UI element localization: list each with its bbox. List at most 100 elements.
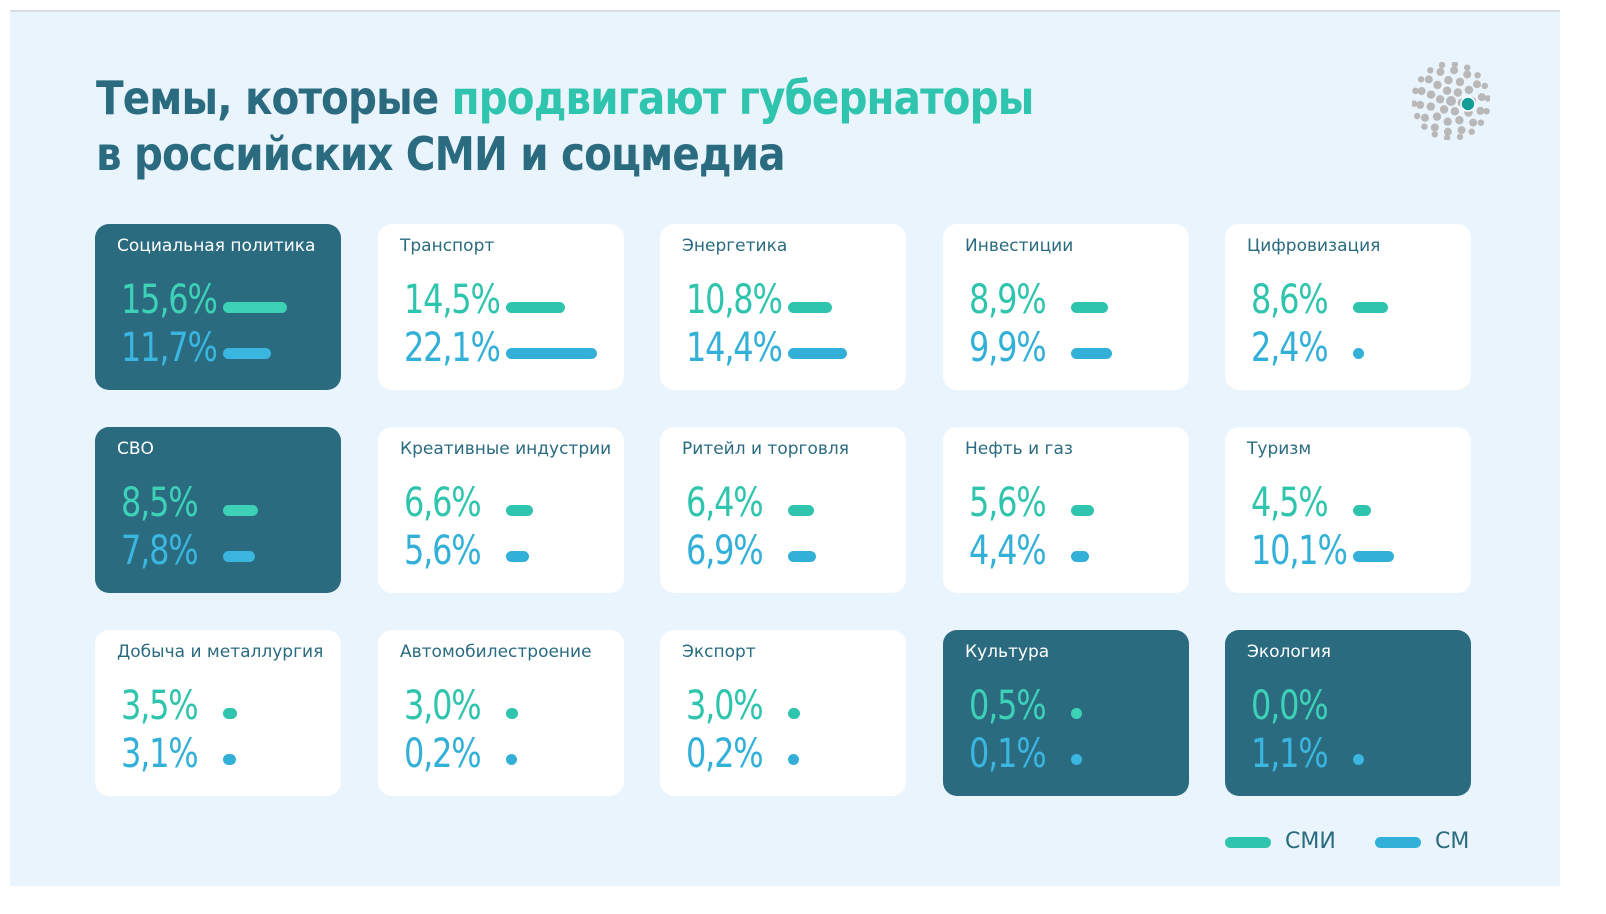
- smi-bar: [788, 302, 833, 313]
- smi-bar: [506, 505, 534, 516]
- slide: Темы, которые продвигают губернаторы в р…: [10, 10, 1560, 886]
- sm-bar: [1071, 551, 1089, 562]
- smi-value-label: 14,5%: [404, 277, 501, 323]
- smi-bar: [223, 505, 258, 516]
- smi-bar: [788, 708, 801, 719]
- smi-value-label: 5,6%: [969, 480, 1047, 526]
- topic-name: Ритейл и торговля: [682, 439, 849, 459]
- sm-bar: [1353, 551, 1395, 562]
- smi-value-label: 4,5%: [1251, 480, 1329, 526]
- smi-bar: [1353, 505, 1372, 516]
- sm-bar: [223, 551, 255, 562]
- topic-name: Нефть и газ: [965, 439, 1073, 459]
- legend-label: СМ: [1435, 829, 1470, 854]
- topic-card: Нефть и газ 5,6% 4,4%: [943, 427, 1189, 593]
- smi-bar: [1071, 708, 1082, 719]
- topic-card: Креативные индустрии 6,6% 5,6%: [378, 427, 624, 593]
- sm-value-label: 2,4%: [1251, 325, 1329, 371]
- smi-bar: [1353, 302, 1389, 313]
- smi-bar: [506, 708, 519, 719]
- legend-label: СМИ: [1285, 829, 1336, 854]
- topic-name: Транспорт: [400, 236, 495, 256]
- legend-swatch: [1375, 837, 1421, 848]
- topic-name: Экспорт: [682, 642, 756, 662]
- topic-card: Инвестиции 8,9% 9,9%: [943, 224, 1189, 390]
- topic-name: Энергетика: [682, 236, 788, 256]
- topic-name: Цифровизация: [1247, 236, 1381, 256]
- topic-name: Культура: [965, 642, 1050, 662]
- smi-bar: [1071, 505, 1094, 516]
- topic-name: Инвестиции: [965, 236, 1074, 256]
- topic-card: СВО 8,5% 7,8%: [95, 427, 341, 593]
- sm-value-label: 14,4%: [686, 325, 783, 371]
- sm-bar: [1071, 754, 1082, 765]
- sm-value-label: 4,4%: [969, 528, 1047, 574]
- topic-card: Ритейл и торговля 6,4% 6,9%: [660, 427, 906, 593]
- smi-value-label: 3,5%: [121, 683, 199, 729]
- title-part1: Темы, которые: [96, 71, 452, 125]
- smi-value-label: 0,5%: [969, 683, 1047, 729]
- topic-card: Туризм 4,5% 10,1%: [1225, 427, 1471, 593]
- smi-bar: [223, 302, 287, 313]
- sm-bar: [506, 551, 529, 562]
- topic-card: Энергетика 10,8% 14,4%: [660, 224, 906, 390]
- sm-bar: [1071, 348, 1112, 359]
- topic-name: Туризм: [1247, 439, 1312, 459]
- topic-name: Добыча и металлургия: [117, 642, 324, 662]
- topics-grid: Социальная политика 15,6% 11,7% Транспорт 14…: [95, 224, 1473, 796]
- smi-value-label: 6,4%: [686, 480, 764, 526]
- topic-name: СВО: [117, 439, 154, 459]
- sm-bar: [223, 348, 271, 359]
- smi-value-label: 10,8%: [686, 277, 783, 323]
- topic-card: Транспорт 14,5% 22,1%: [378, 224, 624, 390]
- smi-bar: [506, 302, 566, 313]
- smi-value-label: 8,9%: [969, 277, 1047, 323]
- sm-bar: [1353, 754, 1364, 765]
- smi-bar: [788, 505, 815, 516]
- topic-name: Социальная политика: [117, 236, 316, 256]
- sm-value-label: 0,2%: [404, 731, 482, 777]
- sm-bar: [506, 348, 597, 359]
- sm-bar: [788, 754, 799, 765]
- smi-value-label: 8,5%: [121, 480, 199, 526]
- legend-swatch: [1225, 837, 1271, 848]
- topic-card: Добыча и металлургия 3,5% 3,1%: [95, 630, 341, 796]
- title-line2: в российских СМИ и соцмедиа: [96, 127, 786, 181]
- sm-value-label: 10,1%: [1251, 528, 1348, 574]
- sm-bar: [788, 551, 817, 562]
- topic-card: Экспорт 3,0% 0,2%: [660, 630, 906, 796]
- smi-value-label: 0,0%: [1251, 683, 1329, 729]
- topic-name: Креативные индустрии: [400, 439, 612, 459]
- smi-bar: [223, 708, 238, 719]
- sm-bar: [223, 754, 236, 765]
- smi-value-label: 3,0%: [686, 683, 764, 729]
- topic-card: Цифровизация 8,6% 2,4%: [1225, 224, 1471, 390]
- sm-bar: [788, 348, 847, 359]
- sm-value-label: 0,2%: [686, 731, 764, 777]
- topic-name: Автомобилестроение: [400, 642, 592, 662]
- smi-bar: [1071, 302, 1108, 313]
- bubble-logo-icon: [1412, 62, 1490, 140]
- sm-value-label: 9,9%: [969, 325, 1047, 371]
- sm-bar: [1353, 348, 1364, 359]
- smi-value-label: 8,6%: [1251, 277, 1329, 323]
- sm-value-label: 5,6%: [404, 528, 482, 574]
- sm-value-label: 0,1%: [969, 731, 1047, 777]
- smi-value-label: 6,6%: [404, 480, 482, 526]
- topic-card: Социальная политика 15,6% 11,7%: [95, 224, 341, 390]
- smi-value-label: 15,6%: [121, 277, 218, 323]
- sm-value-label: 3,1%: [121, 731, 199, 777]
- sm-bar: [506, 754, 517, 765]
- sm-value-label: 6,9%: [686, 528, 764, 574]
- sm-value-label: 1,1%: [1251, 731, 1329, 777]
- smi-value-label: 3,0%: [404, 683, 482, 729]
- page-title: Темы, которые продвигают губернаторы в р…: [96, 70, 1035, 182]
- sm-value-label: 11,7%: [121, 325, 218, 371]
- topic-name: Экология: [1247, 642, 1332, 662]
- topic-card: Автомобилестроение 3,0% 0,2%: [378, 630, 624, 796]
- sm-value-label: 7,8%: [121, 528, 199, 574]
- topic-card: Экология 0,0% 1,1%: [1225, 630, 1471, 796]
- sm-value-label: 22,1%: [404, 325, 501, 371]
- topic-card: Культура 0,5% 0,1%: [943, 630, 1189, 796]
- title-accent: продвигают губернаторы: [451, 71, 1035, 125]
